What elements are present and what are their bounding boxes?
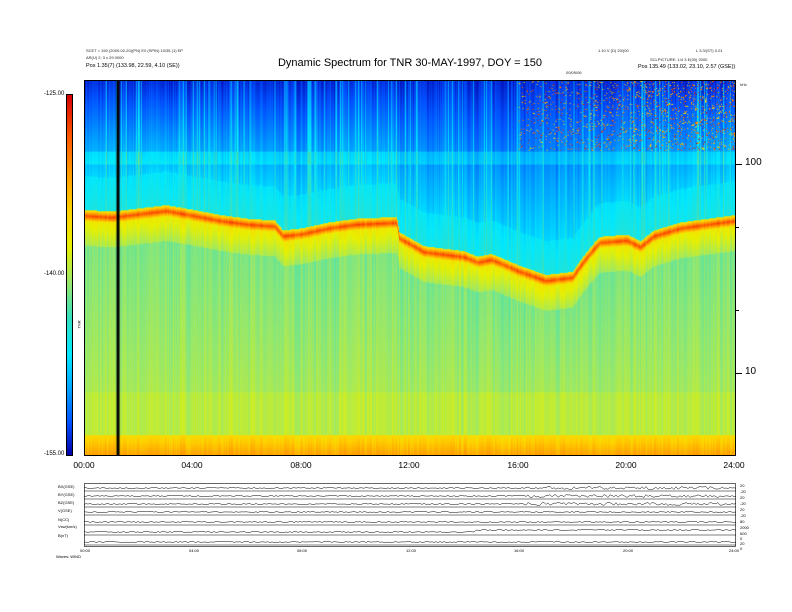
header-right-line3: Pos 135.49 (133.02, 23.10, 2.57 (GSE)) — [638, 64, 736, 70]
panel-right-label-10: 20 — [740, 541, 745, 546]
y-tick-100: 100 — [745, 157, 762, 168]
y-tick-mark-10 — [736, 373, 742, 374]
header-mid-tag: 00/09/06 — [566, 70, 582, 75]
panel-right-label-9: 0 — [740, 536, 743, 541]
y-tick-mark-100 — [736, 164, 742, 165]
panel-x-tick-5: 20:00 — [623, 548, 634, 553]
y-unit-label: kHz — [740, 82, 747, 87]
panel-right-label-6: 80 — [740, 519, 745, 524]
panel-right-label-1: -20 — [740, 489, 746, 494]
x-tick-5: 20:00 — [615, 460, 637, 470]
header-left-line3: Pos 1.35(7) (133.98, 22.59, 4.10 (SE)) — [86, 63, 180, 69]
colorbar-tick-mid: -140.00 — [44, 271, 65, 277]
colorbar — [66, 94, 73, 456]
panel-footer: Waves: WIND — [56, 554, 81, 559]
colorbar-tick-top: -125.00 — [44, 91, 65, 97]
header-right-top1: 1.10 V (D) 20/(00 — [598, 48, 629, 53]
panel-left-label-1: BX(GSE) — [58, 484, 75, 489]
panel-trace — [84, 486, 736, 490]
panel-x-tick-6: 24:00 — [729, 548, 740, 553]
x-tick-0: 00:00 — [73, 460, 95, 470]
solar-wind-panels — [84, 483, 736, 547]
y-tick-10: 10 — [745, 366, 757, 377]
x-tick-2: 08:00 — [290, 460, 312, 470]
panel-right-label-0: 20 — [740, 483, 745, 488]
panel-right-label-3: -20 — [740, 501, 746, 506]
panel-trace — [84, 521, 736, 523]
panel-x-tick-3: 12:00 — [406, 548, 417, 553]
panel-right-label-5: -20 — [740, 513, 746, 518]
panel-right-label-11: 0 — [740, 546, 743, 551]
header-right-line2: SCLPICTURE: 1/4 3 E(00) 2000 — [650, 57, 708, 62]
panel-right-label-4: 20 — [740, 507, 745, 512]
panel-trace — [84, 511, 736, 513]
colorbar-label: TNR — [76, 320, 82, 329]
header-left-line2: AR(U) 2: 3 x 29 0000 — [86, 55, 124, 60]
panel-right-label-7: 2000 — [740, 525, 749, 530]
panel-trace — [84, 529, 736, 533]
panel-x-tick-4: 16:00 — [514, 548, 525, 553]
header-right-top2: L 3.3/(ST) 0.01 — [696, 48, 723, 53]
colorbar-tick-bottom: -155.00 — [44, 451, 65, 457]
panel-left-label-3: BZ(GSE) — [58, 500, 75, 505]
panel-x-tick-0: 00:00 — [80, 548, 91, 553]
panel-trace — [84, 541, 736, 543]
chart-title: Dynamic Spectrum for TNR 30-MAY-1997, DO… — [277, 57, 542, 69]
spectrogram-canvas — [84, 80, 736, 456]
panel-trace — [84, 494, 736, 498]
panel-left-label-0: B(nT) — [58, 533, 68, 538]
panel-left-label-2: BY(GSE) — [58, 492, 75, 497]
panel-left-label-4: V(GSE) — [58, 508, 72, 513]
panel-left-label-5: N(CC) — [58, 517, 70, 522]
x-tick-3: 12:00 — [398, 460, 420, 470]
x-tick-1: 04:00 — [181, 460, 203, 470]
panel-right-label-2: 20 — [740, 495, 745, 500]
y-tick-mark-minor-50 — [736, 227, 739, 228]
panel-left-label-6: Vsw(km/s) — [58, 524, 77, 529]
panel-x-tick-1: 04:00 — [189, 548, 200, 553]
y-tick-mark-minor-20 — [736, 310, 739, 311]
panel-x-tick-2: 08:00 — [297, 548, 308, 553]
header-left-line1: SCET = 150 (2000-02-20)(PN) E0 (SPIN) 10… — [86, 48, 183, 53]
x-tick-4: 16:00 — [507, 460, 529, 470]
panel-trace — [84, 502, 736, 506]
panel-right-label-8: 600 — [740, 531, 747, 536]
x-tick-6: 24:00 — [723, 460, 745, 470]
